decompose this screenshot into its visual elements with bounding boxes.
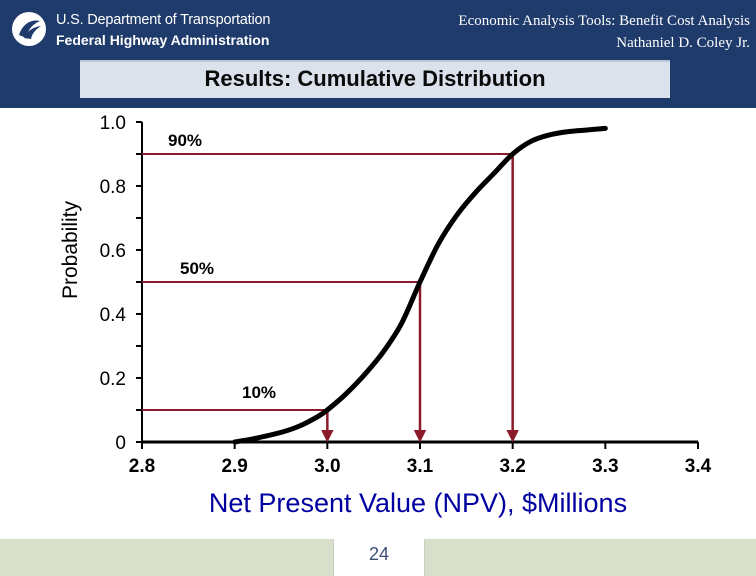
y-axis-ticks: 0 0.2 0.4 0.6 0.8 1.0 [100, 113, 142, 454]
y-tick-label: 0.4 [100, 305, 127, 326]
percentile-label: 10% [242, 383, 276, 402]
x-axis-ticks: 2.8 2.9 3.0 3.1 3.2 3.3 3.4 [129, 442, 712, 477]
y-tick-label: 1.0 [100, 113, 126, 134]
x-tick-label: 3.0 [314, 456, 340, 477]
slide-header: U.S. Department of Transportation Federa… [0, 0, 756, 108]
y-tick-label: 0 [115, 433, 126, 454]
x-axis-label: Net Present Value (NPV), $Millions [209, 488, 627, 518]
x-tick-label: 3.2 [499, 456, 525, 477]
cumulative-distribution-chart: 0 0.2 0.4 0.6 0.8 1.0 2.8 2.9 3.0 3.1 3.2 3.3 3.4 9… [59, 113, 712, 518]
dot-shield-icon [12, 12, 46, 46]
presenter-name: Nathaniel D. Coley Jr. [616, 35, 750, 51]
logo-dept-text: U.S. Department of Transportation [56, 12, 271, 28]
x-tick-label: 2.9 [221, 456, 247, 477]
percentile-markers: 90% 50% 10% [142, 131, 519, 443]
slide-title-bar: Results: Cumulative Distribution [80, 60, 670, 98]
x-tick-label: 2.8 [129, 456, 155, 477]
x-tick-label: 3.1 [407, 456, 434, 477]
cdf-curve [232, 125, 608, 445]
page-number-box: 24 [333, 539, 425, 576]
y-tick-label: 0.6 [100, 241, 126, 262]
y-tick-label: 0.8 [100, 177, 126, 198]
percentile-label: 50% [180, 259, 214, 278]
x-tick-label: 3.3 [592, 456, 618, 477]
percentile-label: 90% [168, 131, 202, 150]
presentation-title: Economic Analysis Tools: Benefit Cost An… [458, 13, 750, 29]
y-tick-label: 0.2 [100, 369, 126, 390]
y-axis-label: Probability [59, 200, 82, 299]
slide-title: Results: Cumulative Distribution [204, 66, 546, 91]
x-tick-label: 3.4 [685, 456, 712, 477]
page-number: 24 [368, 544, 390, 564]
header-caption: Economic Analysis Tools: Benefit Cost An… [458, 10, 750, 54]
logo-agency-text: Federal Highway Administration [56, 32, 270, 48]
dot-fhwa-logo: U.S. Department of Transportation Federa… [10, 8, 270, 52]
slide-footer: 24 [0, 539, 756, 576]
